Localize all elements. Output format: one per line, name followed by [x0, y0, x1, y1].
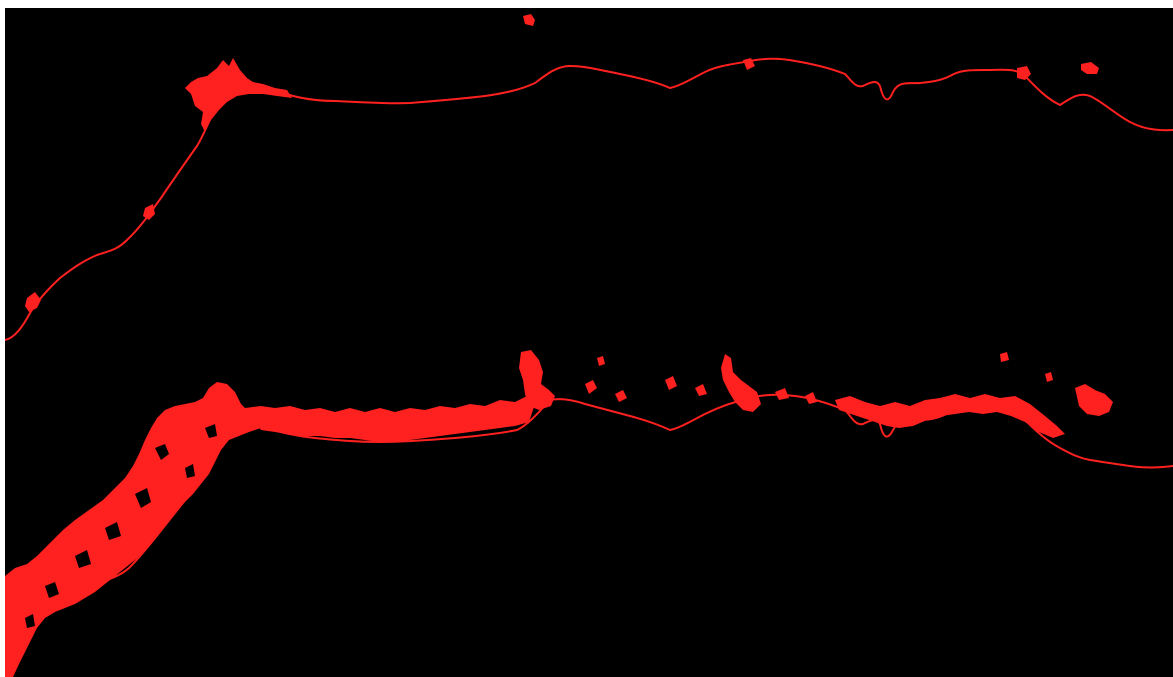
bottom-settlement-scatter	[585, 352, 1053, 404]
top-settlement-cluster-north	[523, 14, 535, 26]
bottom-coastline-panel	[5, 350, 1173, 677]
bottom-settlement-mass-southwest	[5, 382, 261, 677]
top-settlement-cluster-west	[185, 58, 292, 132]
bottom-coastline-line	[5, 393, 1173, 599]
bottom-settlement-strip-west	[245, 396, 535, 442]
bottom-settlement-cluster-central	[721, 354, 761, 412]
bottom-settlement-strip-east	[835, 394, 1065, 438]
top-coastline-panel	[5, 14, 1173, 341]
top-settlement-cluster-south-west	[25, 204, 155, 312]
coastline-mask-map	[5, 14, 1173, 677]
top-settlement-cluster-east	[1081, 62, 1099, 74]
top-coastline-line	[5, 57, 1173, 341]
bottom-settlement-cluster-harbor	[519, 350, 555, 410]
bottom-settlement-cluster-east	[1075, 384, 1113, 416]
map-frame	[5, 8, 1173, 677]
